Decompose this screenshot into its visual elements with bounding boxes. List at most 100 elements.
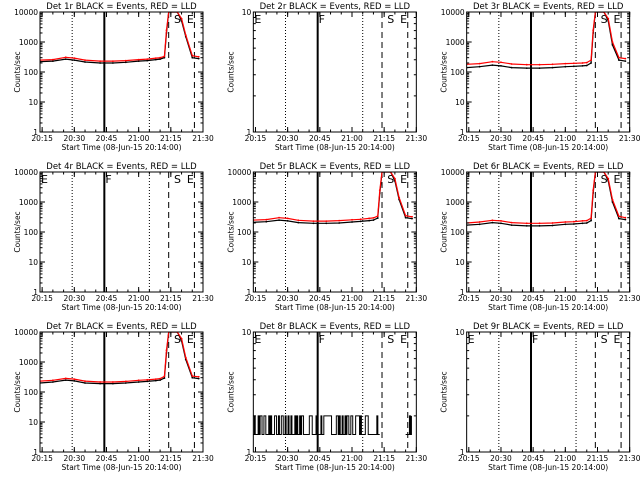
y-tick-label: 1000 [19,358,38,367]
x-tick-label: 21:00 [128,454,150,463]
plot-frame [39,331,204,453]
marker-letter: E [400,13,407,26]
lld-point [394,177,396,180]
events-point [551,66,554,69]
events-point [84,61,86,63]
lld-point [325,220,328,222]
lld-point [124,380,127,383]
lld-point [491,60,494,63]
marker-letter: E [400,333,407,346]
marker-letter: S [387,333,394,346]
y-tick-label: 10 [28,418,38,427]
x-tick-label: 20:30 [490,134,512,143]
y-tick-label: 10 [28,258,38,267]
lld-point [572,220,575,223]
y-tick-label: 1 [460,288,465,297]
lld-point [73,57,76,59]
events-point [359,220,362,223]
x-tick-label: 20:15 [245,454,267,463]
x-axis-label: Start Time (08-Jun-15 20:14:00) [275,143,395,152]
events-point [590,62,592,64]
events-point [624,218,627,221]
events-point [478,65,481,68]
events-point [64,379,67,381]
panel-8-series [253,415,412,435]
x-tick-label: 20:45 [309,454,331,463]
x-axis-label: Start Time (08-Jun-15 20:14:00) [488,463,608,472]
events-point [572,65,575,68]
x-tick-label: 20:45 [522,454,544,463]
x-tick-label: 21:00 [341,294,363,303]
lld-point [64,377,67,380]
lld-point [191,375,194,377]
events-point [159,379,162,381]
lld-series-line [466,12,626,66]
events-point [618,217,620,220]
x-tick-label: 21:30 [619,454,640,463]
lld-point [478,221,481,223]
x-axis-label: Start Time (08-Jun-15 20:14:00) [488,143,608,152]
events-point [491,64,494,66]
marker-letter: S [387,13,394,26]
x-tick-label: 20:45 [309,294,331,303]
y-axis-label: Counts/sec [226,51,235,92]
events-point [624,60,627,62]
lld-point [590,217,592,219]
chart-title: Det 1r BLACK = Events, RED = LLD [46,2,197,12]
x-tick-label: 21:00 [555,294,577,303]
lld-point [510,63,513,65]
events-point [351,221,353,223]
events-point [510,66,513,69]
y-tick-label: 1 [460,448,465,457]
x-tick-label: 21:15 [587,134,609,143]
lld-point [500,220,502,222]
x-tick-label: 21:15 [373,454,395,463]
y-tick-label: 1000 [19,198,38,207]
panel-3-series [466,12,627,69]
x-tick-label: 20:45 [522,134,544,143]
events-point [84,382,86,384]
chart-title: Det 4r BLACK = Events, RED = LLD [46,162,197,172]
x-tick-label: 20:30 [490,454,512,463]
events-point [191,376,194,379]
lld-point [154,378,157,380]
y-tick-label: 1000 [446,38,465,47]
events-point [73,380,76,382]
events-series-line [40,332,199,385]
lld-point [538,222,541,225]
x-tick-label: 21:30 [192,134,214,143]
y-axis-label: Counts/sec [226,211,235,252]
events-point [411,217,413,220]
events-point [581,65,584,67]
lld-point [618,56,620,59]
x-tick-label: 20:45 [96,454,118,463]
lld-series-line [253,172,413,222]
lld-point [191,54,194,57]
x-tick-label: 21:30 [406,134,428,143]
y-tick-label: 10000 [441,8,465,17]
marker-letter: S [174,333,181,346]
lld-point [180,17,183,20]
y-tick-label: 10000 [14,8,38,17]
events-point [368,219,371,222]
y-tick-label: 10 [242,258,252,267]
marker-letter: S [174,173,181,186]
events-point [338,222,341,224]
chart-title: Det 5r BLACK = Events, RED = LLD [260,162,411,172]
lld-point [99,381,101,383]
chart-title: Det 3r BLACK = Events, RED = LLD [473,2,624,12]
events-point [265,220,268,223]
marker-letter: F [319,333,325,346]
events-point [137,60,140,62]
events-point [278,219,280,221]
events-point [538,67,541,69]
marker-letter: E [254,333,261,346]
marker-letter: S [387,173,394,186]
events-point [500,65,502,67]
events-point [99,382,101,385]
chart-title: Det 7r BLACK = Events, RED = LLD [46,322,197,332]
events-point [52,60,54,62]
